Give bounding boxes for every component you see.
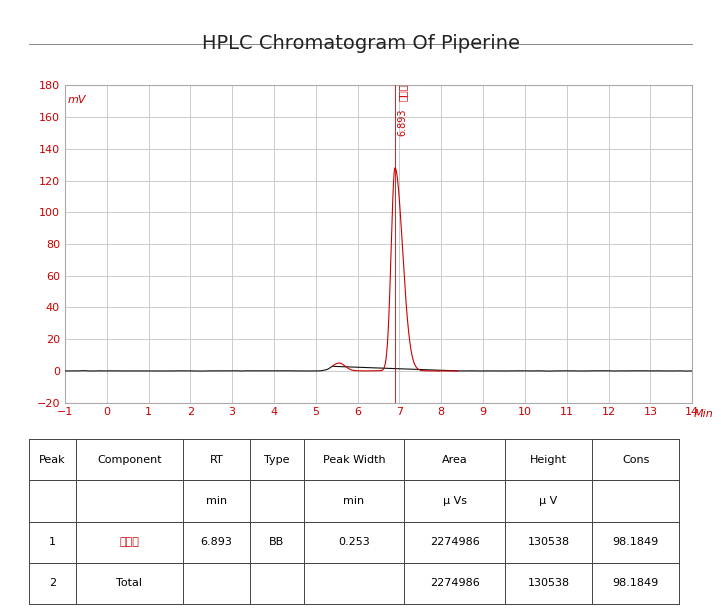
Text: 130538: 130538 — [528, 537, 570, 547]
Text: Total: Total — [116, 578, 143, 588]
Text: Height: Height — [530, 455, 567, 465]
Text: RT: RT — [210, 455, 224, 465]
Text: HPLC Chromatogram Of Piperine: HPLC Chromatogram Of Piperine — [201, 34, 520, 52]
Text: 98.1849: 98.1849 — [613, 537, 659, 547]
Text: BB: BB — [270, 537, 285, 547]
Text: Peak Width: Peak Width — [323, 455, 385, 465]
Text: Area: Area — [442, 455, 467, 465]
Text: 98.1849: 98.1849 — [613, 578, 659, 588]
Text: Cons: Cons — [622, 455, 650, 465]
Text: min: min — [206, 496, 227, 506]
Text: 0.253: 0.253 — [338, 537, 370, 547]
Text: mV: mV — [68, 95, 87, 105]
Text: 130538: 130538 — [528, 578, 570, 588]
Text: 2274986: 2274986 — [430, 537, 479, 547]
Text: Type: Type — [264, 455, 290, 465]
Text: 胡椒碱: 胡椒碱 — [120, 537, 139, 547]
Text: min: min — [343, 496, 365, 506]
Text: 1: 1 — [49, 537, 56, 547]
Text: 6.893: 6.893 — [200, 537, 233, 547]
Text: μ Vs: μ Vs — [443, 496, 466, 506]
Text: 2274986: 2274986 — [430, 578, 479, 588]
Text: 6.893: 6.893 — [397, 109, 407, 136]
Text: Min: Min — [694, 409, 713, 419]
Text: Component: Component — [97, 455, 162, 465]
Text: μ V: μ V — [539, 496, 557, 506]
Text: 胡椒碱: 胡椒碱 — [397, 84, 407, 101]
Text: Peak: Peak — [39, 455, 66, 465]
Text: 2: 2 — [49, 578, 56, 588]
